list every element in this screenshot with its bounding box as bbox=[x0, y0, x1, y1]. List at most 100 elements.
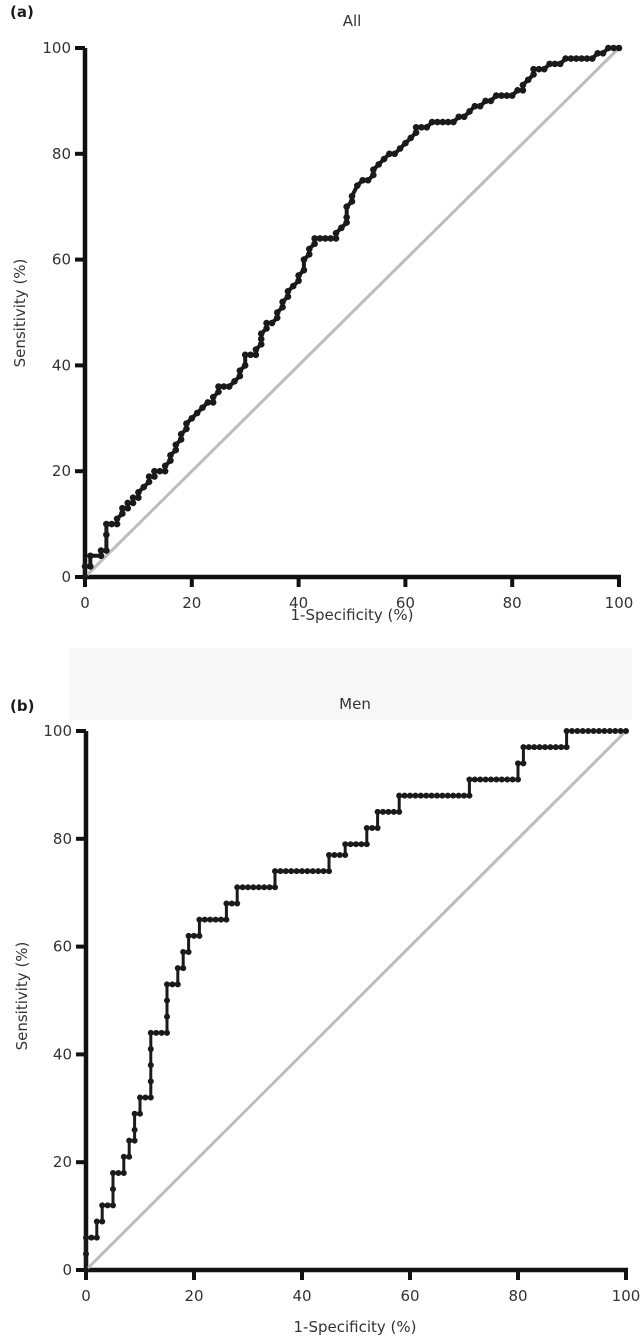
roc-point-all bbox=[455, 113, 463, 121]
roc-point-all bbox=[418, 124, 425, 131]
roc-point-all bbox=[103, 520, 110, 528]
roc-point-men bbox=[590, 728, 597, 734]
roc-point-men bbox=[239, 884, 246, 891]
roc-point-men bbox=[164, 1029, 170, 1036]
roc-point-all bbox=[514, 87, 521, 94]
roc-point-men bbox=[417, 792, 424, 799]
roc-point-all bbox=[268, 319, 276, 327]
roc-point-all bbox=[530, 71, 537, 78]
roc-point-men bbox=[488, 776, 494, 783]
x-tick-label-all: 20 bbox=[182, 594, 201, 612]
roc-point-men bbox=[482, 776, 489, 783]
roc-point-all bbox=[172, 441, 180, 449]
roc-point-all bbox=[236, 367, 244, 374]
roc-point-all bbox=[300, 256, 308, 263]
roc-point-men bbox=[120, 1153, 127, 1160]
roc-point-all bbox=[145, 478, 153, 486]
roc-point-all bbox=[140, 483, 148, 491]
roc-point-all bbox=[359, 176, 366, 184]
roc-point-all bbox=[492, 92, 500, 99]
roc-point-all bbox=[124, 499, 132, 507]
roc-point-all bbox=[615, 44, 623, 52]
roc-point-men bbox=[250, 884, 257, 891]
roc-point-men bbox=[363, 841, 370, 848]
roc-point-men bbox=[288, 868, 295, 875]
roc-point-all bbox=[546, 60, 553, 68]
roc-point-all bbox=[263, 325, 270, 332]
roc-point-all bbox=[135, 494, 142, 501]
roc-point-all bbox=[209, 393, 217, 401]
roc-point-all bbox=[305, 245, 313, 253]
roc-point-men bbox=[396, 808, 403, 815]
roc-point-men bbox=[596, 728, 602, 734]
roc-point-all bbox=[209, 399, 217, 406]
chart-panel-all: (a) All 1-Specificity (%) Sensitivity (%… bbox=[10, 3, 633, 624]
roc-point-men bbox=[390, 808, 397, 815]
roc-point-all bbox=[391, 150, 399, 158]
roc-point-men bbox=[563, 744, 570, 751]
roc-point-men bbox=[207, 916, 214, 923]
roc-point-all bbox=[241, 351, 249, 359]
roc-point-men bbox=[164, 981, 170, 988]
roc-point-men bbox=[234, 900, 241, 907]
x-axis-label-all: 1-Specificity (%) bbox=[291, 606, 414, 624]
roc-point-men bbox=[99, 1202, 106, 1209]
roc-point-all bbox=[444, 118, 452, 126]
roc-point-all bbox=[119, 510, 126, 517]
roc-point-men bbox=[191, 932, 197, 939]
roc-point-all bbox=[348, 192, 356, 200]
roc-point-all bbox=[535, 65, 543, 73]
roc-point-men bbox=[234, 884, 241, 891]
roc-point-all bbox=[556, 60, 564, 68]
roc-point-all bbox=[124, 504, 132, 512]
roc-point-all bbox=[108, 520, 115, 528]
roc-point-men bbox=[342, 851, 349, 858]
panel-label-a: (a) bbox=[10, 3, 34, 21]
roc-point-men bbox=[498, 776, 505, 783]
roc-point-men bbox=[93, 1218, 100, 1225]
roc-point-all bbox=[482, 97, 489, 105]
roc-point-men bbox=[93, 1234, 100, 1241]
x-tick-label-men: 40 bbox=[292, 1287, 311, 1305]
roc-point-all bbox=[289, 282, 297, 290]
roc-point-all bbox=[327, 235, 334, 242]
roc-point-all bbox=[156, 467, 164, 475]
roc-point-all bbox=[135, 489, 142, 496]
roc-point-all bbox=[396, 145, 404, 152]
roc-point-men bbox=[228, 900, 235, 907]
roc-point-men bbox=[407, 792, 413, 799]
roc-point-men bbox=[612, 728, 619, 734]
roc-point-all bbox=[167, 457, 174, 464]
roc-point-men bbox=[525, 744, 532, 751]
roc-point-all bbox=[295, 277, 302, 285]
roc-point-all bbox=[610, 44, 617, 52]
roc-point-men bbox=[180, 965, 187, 972]
x-tick-label-men: 80 bbox=[508, 1287, 527, 1305]
roc-point-all bbox=[589, 55, 596, 62]
roc-point-all bbox=[167, 452, 174, 459]
roc-point-men bbox=[137, 1094, 143, 1101]
roc-point-men bbox=[104, 1202, 111, 1209]
roc-point-all bbox=[236, 372, 244, 380]
x-tick-label-men: 60 bbox=[400, 1287, 419, 1305]
roc-point-men bbox=[277, 868, 284, 875]
roc-point-all bbox=[375, 161, 383, 168]
roc-point-all bbox=[594, 49, 601, 57]
roc-point-all bbox=[81, 563, 89, 570]
y-tick-label-men: 20 bbox=[53, 1153, 72, 1171]
roc-point-men bbox=[509, 776, 516, 783]
roc-point-men bbox=[153, 1029, 160, 1036]
roc-point-all bbox=[434, 118, 441, 126]
roc-point-all bbox=[519, 87, 527, 94]
roc-point-men bbox=[374, 808, 381, 815]
roc-point-men bbox=[380, 808, 386, 815]
roc-point-all bbox=[183, 425, 190, 433]
roc-point-all bbox=[161, 467, 169, 475]
roc-point-men bbox=[164, 1013, 170, 1020]
roc-point-men bbox=[471, 776, 478, 783]
roc-point-men bbox=[396, 792, 403, 799]
roc-point-men bbox=[218, 916, 224, 923]
y-tick-label-men: 40 bbox=[53, 1045, 72, 1063]
roc-point-men bbox=[147, 1046, 154, 1053]
roc-point-all bbox=[428, 118, 436, 126]
